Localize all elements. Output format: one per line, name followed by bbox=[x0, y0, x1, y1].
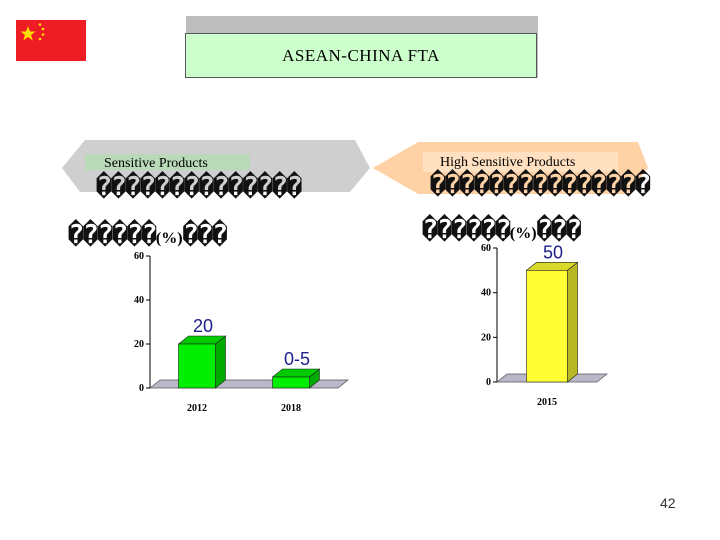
sensitive-products-glyphs: �������������� bbox=[96, 172, 302, 202]
x-category-label: 2018 bbox=[281, 403, 301, 414]
y-tick-label: 20 bbox=[134, 339, 144, 350]
high-sensitive-products-label: High Sensitive Products bbox=[440, 155, 576, 170]
y-tick-label: 60 bbox=[481, 243, 491, 254]
right-percent-suffix: ��� bbox=[536, 215, 582, 245]
sensitive-products-label: Sensitive Products bbox=[104, 156, 208, 171]
bar-2015 bbox=[526, 270, 568, 383]
high-sensitive-products-glyphs: ��������������� bbox=[430, 170, 651, 200]
y-tick-label: 40 bbox=[481, 288, 491, 299]
y-tick-label: 60 bbox=[134, 251, 144, 262]
right-percent-symbol: (%) bbox=[509, 225, 537, 242]
high-sensitive-products-tag bbox=[373, 142, 648, 194]
data-label: 0-5 bbox=[284, 349, 310, 369]
y-tick-label: 20 bbox=[481, 332, 491, 343]
bar-side bbox=[215, 335, 226, 389]
china-flag-icon bbox=[16, 20, 86, 61]
x-category-label: 2012 bbox=[187, 403, 207, 414]
y-tick-label: 40 bbox=[134, 295, 144, 306]
high-sensitive-products-chart: 0 20 40 60 2015 50 bbox=[481, 242, 608, 408]
y-tick-label: 0 bbox=[139, 383, 144, 394]
sensitive-products-tag bbox=[62, 140, 370, 192]
left-percent-prefix: ������ bbox=[68, 220, 157, 250]
data-label: 20 bbox=[193, 316, 213, 336]
y-tick-label: 0 bbox=[486, 377, 491, 388]
left-percent-suffix: ��� bbox=[182, 220, 228, 250]
page-number: 42 bbox=[660, 495, 676, 511]
page-title: ASEAN-CHINA FTA bbox=[185, 33, 537, 78]
data-label: 50 bbox=[543, 242, 563, 262]
right-percent-prefix: ������ bbox=[422, 215, 511, 245]
left-percent-symbol: (%) bbox=[155, 230, 183, 247]
x-category-label: 2015 bbox=[537, 397, 557, 408]
flag-stars bbox=[20, 23, 45, 41]
bar-side bbox=[567, 261, 578, 383]
right-percent-line: ������(%)��� bbox=[422, 215, 582, 245]
sensitive-products-chart: 0 20 40 60 2012 20 2018 0-5 bbox=[134, 251, 349, 414]
bar-2018 bbox=[272, 376, 310, 389]
bar-2012 bbox=[178, 343, 216, 389]
left-percent-line: ������(%)��� bbox=[68, 220, 228, 250]
